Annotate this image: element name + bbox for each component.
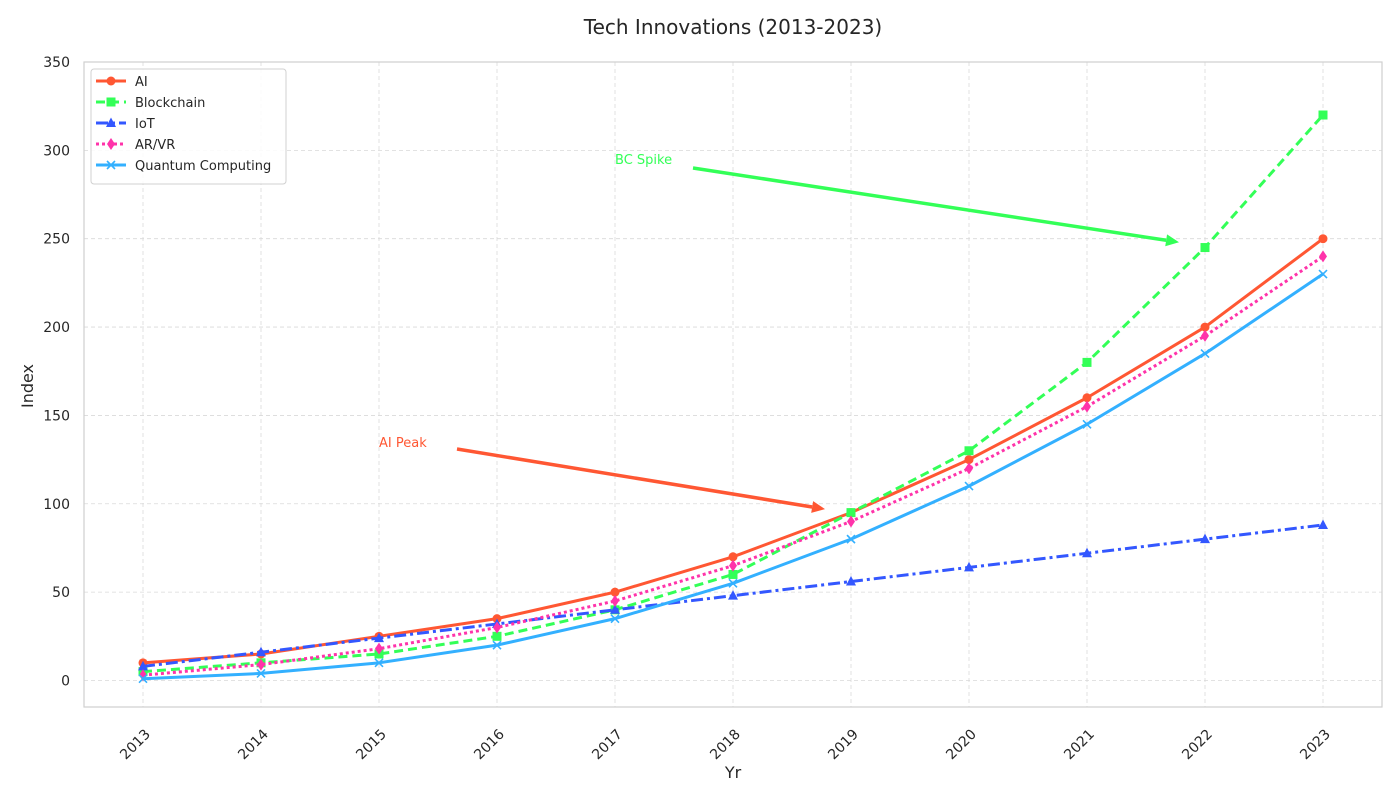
y-tick-label: 150 xyxy=(43,408,70,424)
annotation-arrow-shaft xyxy=(456,447,813,509)
data-point xyxy=(374,658,384,668)
annotation-arrow-head xyxy=(1165,234,1179,247)
legend-label: AI xyxy=(135,75,148,90)
data-point xyxy=(847,515,855,528)
y-tick-label: 300 xyxy=(43,143,70,159)
series-iot xyxy=(138,519,1328,671)
annotation-arrow-shaft xyxy=(692,166,1167,243)
data-point xyxy=(728,590,738,600)
data-point xyxy=(1201,329,1209,342)
data-point xyxy=(1200,322,1210,332)
legend-label: Quantum Computing xyxy=(135,159,271,174)
data-point xyxy=(610,587,620,597)
data-point xyxy=(1318,110,1328,120)
legend-entry: AR/VR xyxy=(96,138,175,153)
data-point xyxy=(846,576,856,586)
legend-marker xyxy=(106,160,116,170)
data-point xyxy=(964,561,974,572)
data-point xyxy=(964,446,974,456)
data-point xyxy=(138,674,148,684)
series-quantum-computing xyxy=(138,269,1328,684)
y-tick-label: 100 xyxy=(43,497,70,513)
legend-marker xyxy=(106,76,116,86)
y-axis-label: Index xyxy=(18,364,37,408)
data-point xyxy=(1200,243,1210,253)
data-point xyxy=(964,455,974,465)
y-tick-label: 250 xyxy=(43,232,70,248)
data-point xyxy=(256,668,266,678)
data-point xyxy=(1082,547,1092,558)
data-point xyxy=(846,534,856,544)
data-point xyxy=(964,481,974,491)
annotation-text: BC Spike xyxy=(615,153,672,168)
data-point xyxy=(374,632,384,643)
data-point xyxy=(1200,533,1210,544)
legend-entry: Blockchain xyxy=(96,96,205,111)
plot-frame xyxy=(83,61,1383,708)
y-tick-label: 0 xyxy=(61,673,70,689)
data-point xyxy=(492,640,502,650)
data-point xyxy=(1318,269,1328,279)
data-point xyxy=(138,660,148,671)
legend-box xyxy=(90,68,287,185)
y-tick-label: 200 xyxy=(43,320,70,336)
legend-label: AR/VR xyxy=(135,138,175,153)
legend-label: Blockchain xyxy=(135,96,205,111)
data-point xyxy=(1200,349,1210,359)
legend-label: IoT xyxy=(135,117,155,132)
legend: AI Blockchain IoT AR/VR Quantum Computing xyxy=(90,68,287,185)
x-axis-label: Yr xyxy=(724,763,742,782)
data-point xyxy=(256,646,266,657)
data-point xyxy=(729,559,737,572)
data-point xyxy=(1082,393,1092,403)
series-ar-vr xyxy=(139,250,1327,682)
data-point xyxy=(611,594,619,607)
data-point xyxy=(1318,519,1328,529)
annotation: BC Spike xyxy=(615,153,1179,247)
legend-marker xyxy=(107,138,115,150)
y-axis-ticks: 0 50 100 150 200 250 300 350 xyxy=(43,55,70,689)
legend-marker xyxy=(106,117,116,127)
data-point xyxy=(375,642,383,655)
y-tick-label: 350 xyxy=(43,55,70,71)
legend-entry: AI xyxy=(96,75,148,90)
legend-entry: IoT xyxy=(96,117,155,132)
data-point xyxy=(610,614,620,624)
annotations: AI Peak BC Spike xyxy=(379,153,1179,513)
data-point xyxy=(493,621,501,634)
data-point xyxy=(257,658,265,671)
y-tick-label: 50 xyxy=(52,585,70,601)
series-layer xyxy=(138,110,1328,684)
data-point xyxy=(1082,419,1092,429)
data-point xyxy=(846,508,856,518)
series-line xyxy=(142,523,1324,668)
annotation-arrow-head xyxy=(811,501,825,513)
annotation: AI Peak xyxy=(379,436,825,513)
data-point xyxy=(492,631,502,641)
data-point xyxy=(728,552,738,562)
data-point xyxy=(728,569,738,579)
data-point xyxy=(1319,250,1327,263)
data-point xyxy=(965,462,973,475)
data-point xyxy=(1083,400,1091,413)
data-point xyxy=(728,578,738,588)
data-point xyxy=(1318,234,1328,244)
legend-entry: Quantum Computing xyxy=(96,159,271,174)
data-point xyxy=(610,604,620,614)
legend-marker xyxy=(106,97,116,107)
series-line xyxy=(142,114,1325,674)
chart-title: Tech Innovations (2013-2023) xyxy=(583,15,882,39)
data-point xyxy=(1082,357,1092,367)
annotation-text: AI Peak xyxy=(379,436,427,451)
